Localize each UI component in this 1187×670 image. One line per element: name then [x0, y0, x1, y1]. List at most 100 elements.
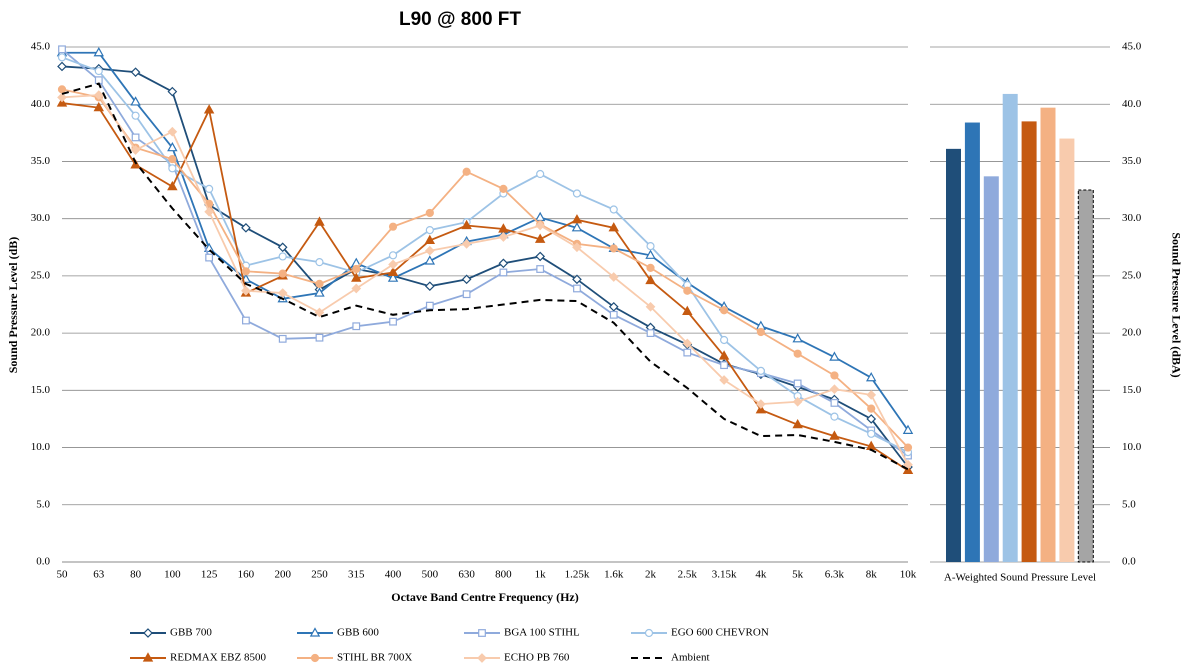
data-point	[57, 85, 67, 94]
data-point	[425, 208, 434, 218]
data-point	[315, 279, 324, 288]
x-tick-label: 100	[164, 569, 181, 581]
data-point	[498, 258, 509, 269]
x-tick-label: 63	[93, 569, 105, 581]
x-tick-label: 4k	[755, 569, 767, 581]
data-point	[352, 322, 361, 331]
series-line	[61, 65, 909, 468]
data-point	[683, 286, 692, 295]
data-point	[278, 269, 287, 278]
data-point	[205, 184, 214, 194]
y2-tick-label: 10.0	[1122, 441, 1142, 453]
data-point	[462, 167, 471, 176]
chart-title: L90 @ 800 FT	[399, 9, 521, 30]
legend-label: GBB 600	[337, 627, 379, 639]
data-point	[203, 242, 215, 253]
y-axis-title: Sound Pressure Level (dB)	[6, 237, 20, 374]
bar	[1002, 93, 1018, 562]
data-point	[94, 76, 103, 85]
series-line	[61, 56, 909, 453]
data-point	[277, 242, 288, 253]
data-point	[682, 338, 693, 349]
data-point	[646, 242, 655, 251]
data-point	[387, 266, 399, 277]
data-point	[902, 424, 914, 434]
legend-marker	[477, 653, 487, 663]
x-tick-label: 6.3k	[825, 569, 845, 581]
data-point	[792, 333, 803, 343]
legend-marker	[142, 652, 154, 662]
data-point	[719, 375, 729, 385]
data-point	[683, 348, 692, 357]
data-point	[608, 301, 619, 312]
data-point	[167, 86, 178, 97]
data-point	[573, 284, 581, 293]
data-point	[756, 399, 766, 409]
data-point	[792, 396, 803, 407]
data-point	[608, 272, 619, 282]
series-line	[61, 48, 909, 457]
data-point	[866, 414, 877, 424]
data-point	[167, 180, 178, 191]
data-point	[572, 242, 582, 253]
data-point	[425, 226, 434, 235]
x-tick-label: 315	[348, 569, 365, 581]
series-line	[61, 94, 909, 466]
data-point	[461, 238, 472, 249]
legend-label: ECHO PB 760	[504, 652, 570, 664]
data-point	[58, 45, 66, 54]
data-point	[865, 372, 877, 382]
data-point	[131, 111, 140, 120]
data-point	[534, 233, 546, 243]
legend-label: EGO 600 CHEVRON	[671, 627, 769, 639]
data-point	[867, 429, 876, 438]
data-point	[792, 418, 803, 429]
data-point	[388, 259, 398, 270]
data-point	[646, 329, 655, 338]
x-tick-label: 400	[385, 569, 402, 581]
data-point	[534, 211, 546, 222]
data-point	[866, 390, 877, 400]
x-tick-label: 125	[201, 569, 218, 581]
data-point	[755, 404, 767, 414]
data-point	[645, 301, 656, 312]
x-tick-label: 160	[238, 569, 255, 581]
y-tick-label: 35.0	[31, 155, 51, 167]
data-point	[56, 97, 68, 107]
y2-tick-label: 15.0	[1122, 384, 1142, 396]
data-point	[572, 189, 582, 198]
data-point	[720, 361, 728, 370]
data-point	[242, 316, 250, 325]
legend-label: GBB 700	[170, 627, 212, 639]
x-tick-label: 2k	[645, 569, 657, 581]
x-tick-label: 80	[130, 569, 142, 581]
data-point	[793, 349, 802, 358]
data-point	[829, 430, 840, 440]
data-point	[609, 310, 618, 319]
data-point	[902, 464, 914, 475]
data-point	[572, 274, 582, 285]
data-point	[93, 46, 105, 57]
x-tick-label: 250	[311, 569, 328, 581]
legend-label: BGA 100 STIHL	[504, 627, 580, 639]
x-tick-label: 1k	[535, 569, 547, 581]
legend-label: REDMAX EBZ 8500	[170, 652, 266, 664]
y2-tick-label: 20.0	[1122, 327, 1142, 339]
data-point	[315, 258, 324, 267]
data-point	[756, 366, 765, 375]
y2-tick-label: 0.0	[1122, 556, 1136, 568]
data-point	[424, 255, 436, 265]
data-point	[498, 232, 509, 242]
series-line	[61, 102, 909, 472]
legend-marker	[143, 628, 153, 638]
data-point	[93, 101, 105, 112]
data-point	[130, 96, 141, 106]
data-point	[536, 265, 545, 273]
data-point	[130, 67, 141, 78]
data-point	[94, 66, 103, 76]
series-line	[62, 51, 909, 431]
data-point	[424, 281, 435, 292]
data-point	[719, 335, 729, 345]
data-point	[351, 272, 362, 282]
